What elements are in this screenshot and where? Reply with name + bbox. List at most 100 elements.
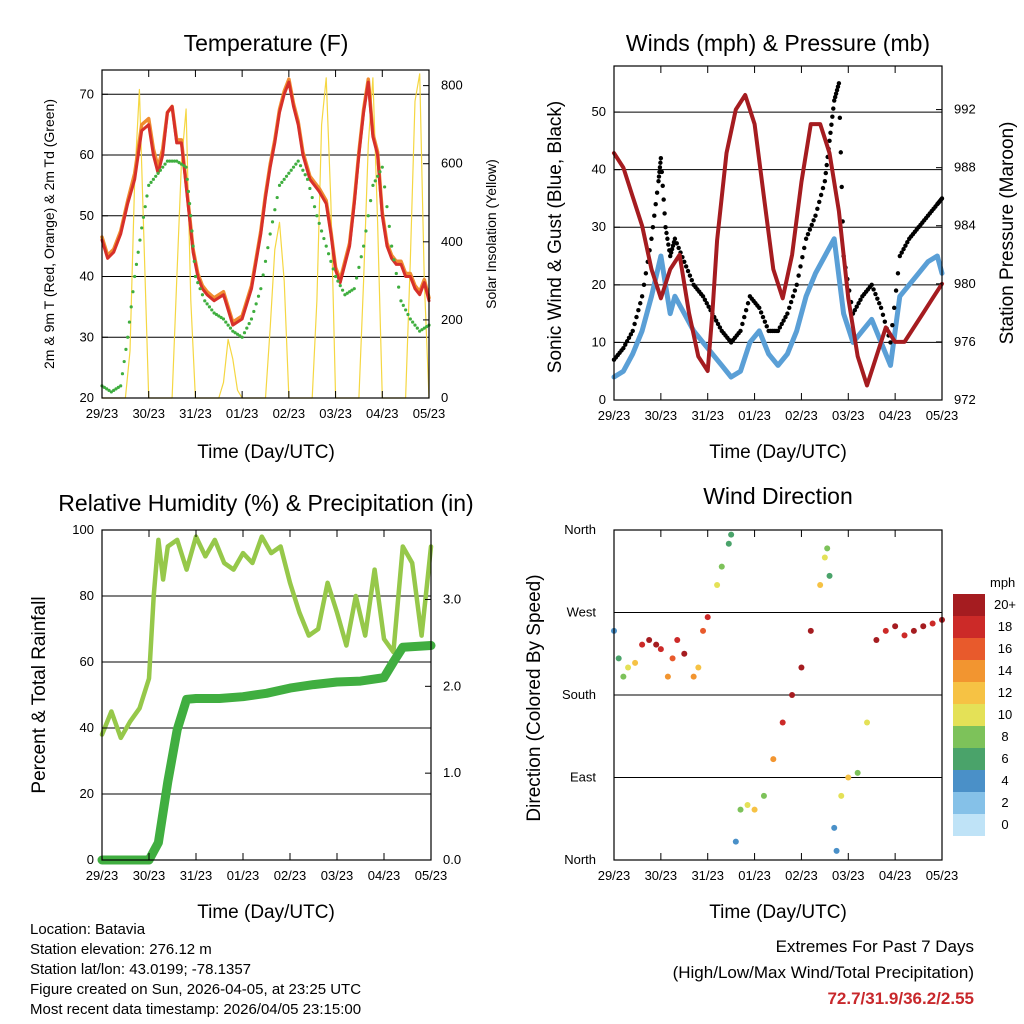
gust-point	[882, 319, 888, 324]
gust-point	[828, 130, 833, 135]
colorbar-unit: mph	[990, 575, 1015, 590]
dewpoint-point	[120, 372, 125, 376]
y2-tick-label: 400	[441, 234, 463, 249]
gust-point	[689, 278, 694, 283]
dewpoint-point	[305, 177, 310, 181]
x-tick-label: 05/23	[415, 868, 448, 883]
station-latlon: Station lat/lon: 43.0199; -78.1357	[30, 961, 252, 978]
colorbar-swatch	[953, 682, 985, 704]
humidity-frame	[101, 529, 432, 861]
dewpoint-point	[373, 179, 377, 183]
gust-point	[890, 322, 895, 328]
gust-point	[638, 301, 643, 306]
colorbar-swatch	[953, 748, 985, 770]
dewpoint-point	[336, 279, 340, 283]
gust-point	[871, 287, 876, 292]
x-tick-label: 01/23	[226, 406, 259, 421]
x-tick-label: 30/23	[645, 868, 678, 883]
dewpoint-point	[256, 294, 261, 298]
dewpoint-point	[371, 183, 375, 188]
dewpoint-point	[333, 274, 338, 279]
dewpoint-point	[390, 244, 394, 248]
dewpoint-point	[415, 326, 419, 330]
precip-series	[97, 641, 436, 865]
dewpoint-point	[235, 332, 240, 336]
winds-ylabel: Sonic Wind & Gust (Blue, Black)	[545, 101, 566, 373]
y-tick-label: 20	[592, 277, 606, 292]
dewpoint-point	[411, 320, 415, 324]
colorbar-swatch	[953, 660, 985, 682]
gust-point	[781, 318, 786, 323]
x-tick-label: 02/23	[785, 408, 818, 423]
dewpoint-point	[357, 265, 361, 270]
gust-point	[623, 342, 628, 347]
x-tick-label: 29/23	[598, 408, 631, 423]
direction-point	[695, 664, 702, 671]
gust-point	[858, 297, 863, 302]
dewpoint-point	[212, 311, 216, 315]
gust-point	[668, 253, 673, 259]
gust-point	[745, 301, 751, 306]
dewpoint-point	[277, 183, 282, 188]
dewpoint-point	[129, 305, 133, 309]
gust-point	[792, 288, 798, 293]
dewpoint-point	[217, 314, 221, 318]
x-tick-label: 02/23	[274, 868, 307, 883]
dewpoint-point	[238, 334, 242, 338]
dewpoint-point	[350, 288, 354, 292]
colorbar-label: 16	[998, 641, 1012, 656]
y-tick-label: 70	[80, 86, 94, 101]
gust-point	[621, 345, 626, 351]
gust-point	[779, 321, 784, 327]
dewpoint-point	[303, 173, 307, 177]
colorbar-swatch	[953, 770, 985, 792]
gust-point	[873, 291, 878, 297]
x-tick-label: 31/23	[179, 406, 212, 421]
direction-point	[838, 792, 845, 799]
dewpoint-point	[102, 385, 106, 389]
colorbar-swatch	[953, 814, 985, 836]
gust-point	[652, 213, 657, 218]
gust-point	[738, 328, 743, 334]
gust-point	[824, 162, 829, 168]
dewpoint-point	[184, 165, 188, 169]
direction-point	[779, 719, 786, 726]
direction-point	[882, 627, 889, 634]
y2-tick-label: 0.0	[443, 852, 461, 867]
dewpoint-point	[289, 168, 293, 172]
extremes-title: Extremes For Past 7 Days	[775, 937, 974, 956]
dewpoint-point	[170, 159, 174, 163]
dewpoint-point	[310, 195, 314, 200]
sonic-wind-series	[611, 236, 945, 380]
dewpoint-point	[154, 174, 158, 178]
colorbar-swatch	[953, 704, 985, 726]
dewpoint-point	[369, 198, 373, 203]
gust-point	[624, 339, 630, 344]
gust-point	[685, 268, 691, 274]
gust-point	[807, 227, 813, 232]
dewpoint-point	[179, 162, 184, 166]
dewpoint-point	[275, 195, 279, 200]
dewpoint-point	[291, 165, 296, 169]
gust-point	[834, 87, 840, 93]
gust-point	[743, 307, 749, 313]
gust-point	[796, 273, 801, 278]
dewpoint-point	[198, 287, 202, 291]
y-tick-label: North	[564, 852, 596, 867]
dewpoint-point	[263, 259, 268, 263]
gust-point	[836, 81, 842, 86]
direction-point	[833, 847, 840, 854]
direction-point	[873, 637, 880, 643]
gust-point	[783, 314, 788, 320]
direction-point	[824, 545, 831, 552]
gust-point	[794, 282, 799, 288]
dewpoint-point	[298, 164, 303, 168]
x-tick-label: 30/23	[133, 868, 166, 883]
gust-point	[831, 106, 836, 111]
dewpoint-point	[401, 303, 405, 307]
direction-point	[864, 719, 871, 726]
gust-point	[822, 178, 828, 184]
direction-point	[664, 673, 671, 680]
dewpoint-point	[145, 194, 149, 198]
y-tick-label: 80	[80, 588, 94, 603]
